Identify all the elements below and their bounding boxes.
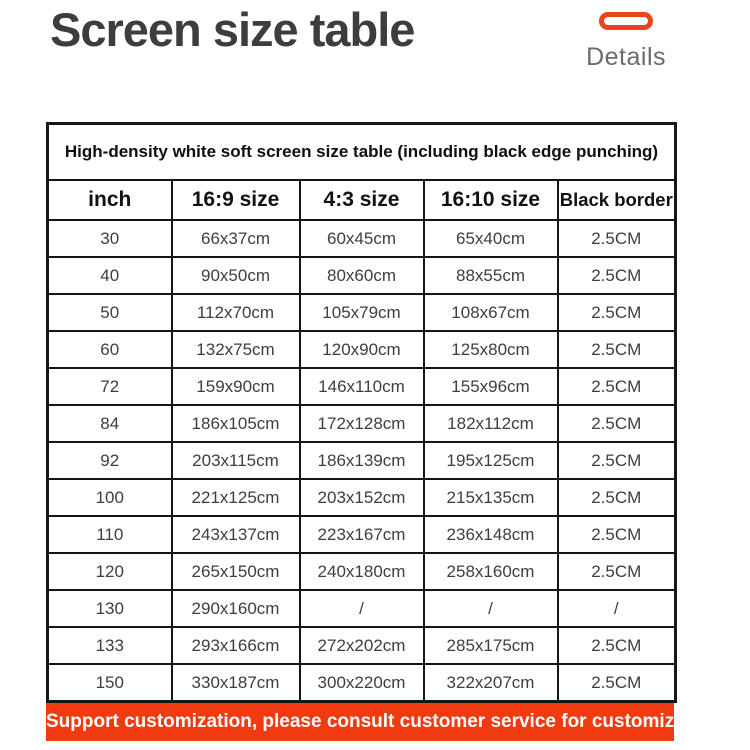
header-row: inch 16:9 size 4:3 size 16:10 size Black… — [46, 179, 677, 221]
column-header-black-border: Black border — [556, 179, 677, 221]
cell: 60 — [46, 330, 173, 369]
cell: 84 — [46, 404, 173, 443]
cell: 112x70cm — [170, 293, 301, 332]
cell: 2.5CM — [556, 626, 677, 665]
table-row: 92 203x115cm 186x139cm 195x125cm 2.5CM — [46, 441, 677, 480]
cell: 66x37cm — [170, 219, 301, 258]
cell: 90x50cm — [170, 256, 301, 295]
cell: 2.5CM — [556, 219, 677, 258]
column-header-inch: inch — [46, 179, 173, 221]
cell: 40 — [46, 256, 173, 295]
cell: 2.5CM — [556, 515, 677, 554]
cell: 322x207cm — [422, 663, 559, 703]
table-row: 84 186x105cm 172x128cm 182x112cm 2.5CM — [46, 404, 677, 443]
caption-row: High-density white soft screen size tabl… — [46, 122, 677, 181]
table-row: 50 112x70cm 105x79cm 108x67cm 2.5CM — [46, 293, 677, 332]
cell: 236x148cm — [422, 515, 559, 554]
cell: 60x45cm — [298, 219, 425, 258]
cell: 150 — [46, 663, 173, 703]
cell: 223x167cm — [298, 515, 425, 554]
table-row: 30 66x37cm 60x45cm 65x40cm 2.5CM — [46, 219, 677, 258]
cell: 120 — [46, 552, 173, 591]
cell: 132x75cm — [170, 330, 301, 369]
table-row: 130 290x160cm / / / — [46, 589, 677, 628]
details-label: Details — [586, 43, 666, 71]
pill-icon — [599, 12, 654, 30]
cell: 290x160cm — [170, 589, 301, 628]
cell: 2.5CM — [556, 330, 677, 369]
cell: 65x40cm — [422, 219, 559, 258]
cell: 2.5CM — [556, 293, 677, 332]
cell: 159x90cm — [170, 367, 301, 406]
cell: 100 — [46, 478, 173, 517]
cell: 120x90cm — [298, 330, 425, 369]
screen-size-table: High-density white soft screen size tabl… — [46, 122, 678, 703]
page-title: Screen size table — [50, 3, 415, 56]
table-row: 150 330x187cm 300x220cm 322x207cm 2.5CM — [46, 663, 677, 703]
cell: 155x96cm — [422, 367, 559, 406]
cell: 133 — [46, 626, 173, 665]
cell: 182x112cm — [422, 404, 559, 443]
cell: 88x55cm — [422, 256, 559, 295]
table-row: 120 265x150cm 240x180cm 258x160cm 2.5CM — [46, 552, 677, 591]
cell: 240x180cm — [298, 552, 425, 591]
table-row: 60 132x75cm 120x90cm 125x80cm 2.5CM — [46, 330, 677, 369]
cell: 215x135cm — [422, 478, 559, 517]
column-header-16-10-size: 16:10 size — [422, 179, 559, 221]
size-table-section: High-density white soft screen size tabl… — [46, 122, 738, 741]
cell: 50 — [46, 293, 173, 332]
cell: 108x67cm — [422, 293, 559, 332]
column-header-4-3-size: 4:3 size — [298, 179, 425, 221]
cell: 92 — [46, 441, 173, 480]
cell: 186x105cm — [170, 404, 301, 443]
table-body: 30 66x37cm 60x45cm 65x40cm 2.5CM 40 90x50cm 80x… — [46, 219, 677, 703]
table-row: 110 243x137cm 223x167cm 236x148cm 2.5CM — [46, 515, 677, 554]
cell: 80x60cm — [298, 256, 425, 295]
cell: 293x166cm — [170, 626, 301, 665]
cell: 330x187cm — [170, 663, 301, 703]
cell: 30 — [46, 219, 173, 258]
cell: 203x152cm — [298, 478, 425, 517]
table-row: 72 159x90cm 146x110cm 155x96cm 2.5CM — [46, 367, 677, 406]
cell: 2.5CM — [556, 663, 677, 703]
details-button[interactable]: Details — [586, 12, 666, 70]
cell: 258x160cm — [422, 552, 559, 591]
cell: 105x79cm — [298, 293, 425, 332]
cell: 272x202cm — [298, 626, 425, 665]
cell: 110 — [46, 515, 173, 554]
cell: 2.5CM — [556, 552, 677, 591]
cell: 285x175cm — [422, 626, 559, 665]
column-header-16-9-size: 16:9 size — [170, 179, 301, 221]
cell: / — [556, 589, 677, 628]
cell: 72 — [46, 367, 173, 406]
cell: 265x150cm — [170, 552, 301, 591]
cell: 243x137cm — [170, 515, 301, 554]
cell: 300x220cm — [298, 663, 425, 703]
cell: 172x128cm — [298, 404, 425, 443]
cell: 195x125cm — [422, 441, 559, 480]
cell: 2.5CM — [556, 441, 677, 480]
cell: 203x115cm — [170, 441, 301, 480]
customization-banner: Support customization, please consult cu… — [46, 703, 738, 741]
cell: 2.5CM — [556, 404, 677, 443]
cell: 130 — [46, 589, 173, 628]
cell: 221x125cm — [170, 478, 301, 517]
table-row: 133 293x166cm 272x202cm 285x175cm 2.5CM — [46, 626, 677, 665]
cell: 146x110cm — [298, 367, 425, 406]
cell: 2.5CM — [556, 256, 677, 295]
table-row: 100 221x125cm 203x152cm 215x135cm 2.5CM — [46, 478, 677, 517]
table-caption: High-density white soft screen size tabl… — [46, 122, 677, 181]
cell: 2.5CM — [556, 367, 677, 406]
cell: 125x80cm — [422, 330, 559, 369]
table-row: 40 90x50cm 80x60cm 88x55cm 2.5CM — [46, 256, 677, 295]
cell: 2.5CM — [556, 478, 677, 517]
cell: / — [422, 589, 559, 628]
cell: / — [298, 589, 425, 628]
cell: 186x139cm — [298, 441, 425, 480]
